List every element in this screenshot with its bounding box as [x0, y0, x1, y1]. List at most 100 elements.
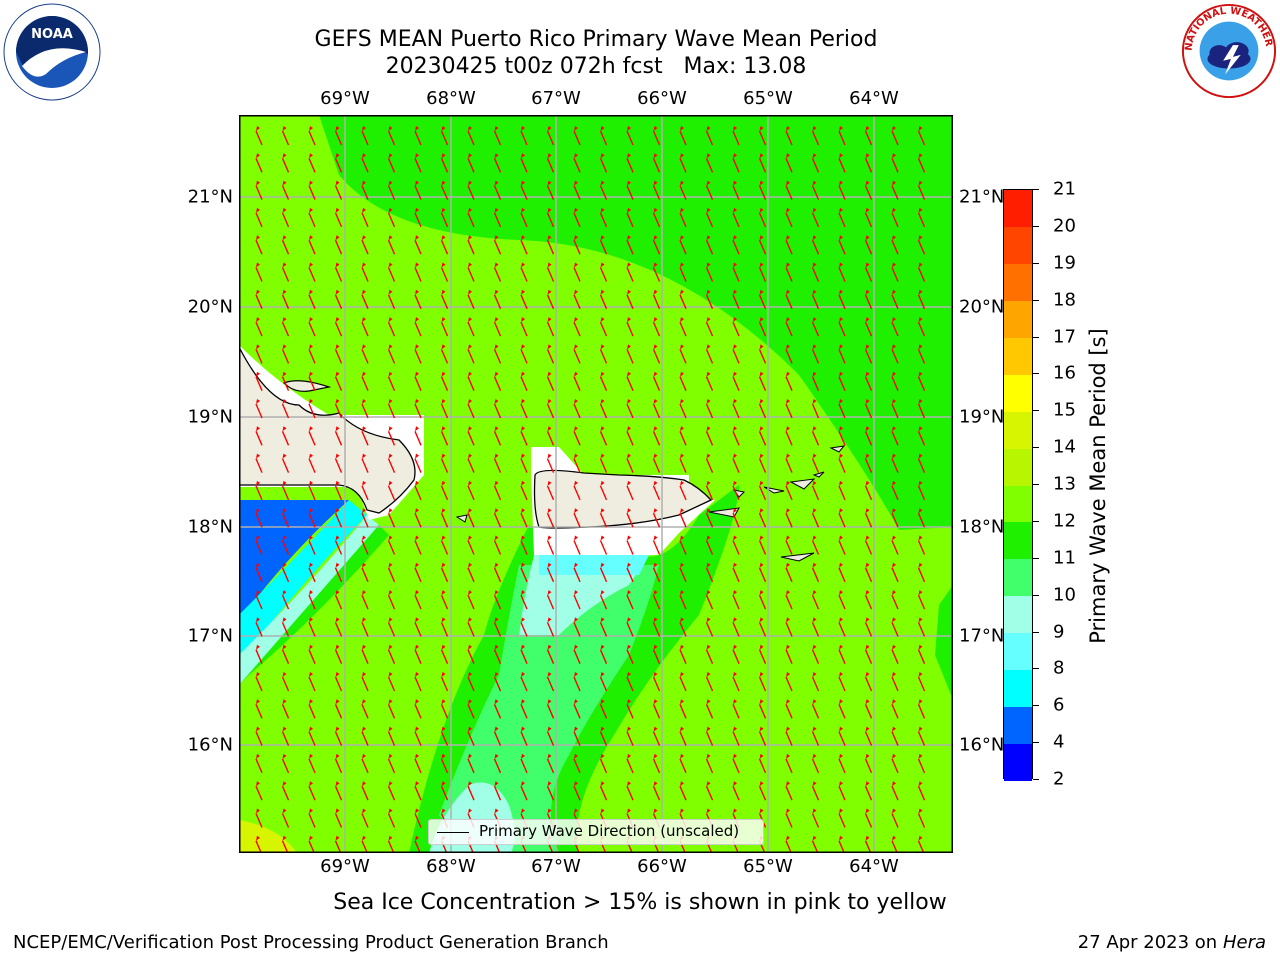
- direction-arrow: [493, 508, 502, 528]
- direction-arrow: [440, 699, 449, 719]
- direction-arrow: [679, 753, 687, 774]
- direction-arrow: [811, 781, 820, 801]
- direction-arrow: [546, 126, 555, 146]
- direction-arrow: [758, 672, 767, 692]
- direction-arrow: [864, 726, 873, 746]
- direction-arrow: [414, 535, 422, 555]
- direction-arrow: [864, 590, 873, 610]
- colorbar-segment: [1004, 595, 1032, 633]
- direction-arrow: [705, 781, 714, 801]
- direction-arrow: [387, 508, 396, 528]
- direction-arrow: [281, 781, 290, 801]
- direction-arrow: [732, 317, 740, 337]
- direction-arrow: [785, 262, 793, 282]
- direction-arrow: [440, 262, 449, 282]
- colorbar-tick: [1033, 594, 1039, 596]
- direction-arrow: [520, 371, 528, 391]
- direction-arrow: [917, 590, 926, 610]
- direction-arrow: [705, 262, 714, 282]
- direction-arrow: [281, 399, 290, 419]
- direction-arrow: [308, 317, 316, 337]
- direction-arrow: [864, 753, 873, 774]
- direction-arrow: [705, 289, 714, 310]
- direction-arrow: [864, 535, 873, 555]
- direction-arrow: [493, 235, 502, 255]
- direction-arrow: [652, 453, 661, 473]
- direction-arrow: [334, 153, 343, 173]
- direction-arrow: [440, 535, 449, 555]
- zone-4-6-west: [239, 500, 349, 615]
- direction-arrow: [838, 453, 846, 473]
- zone-9-10-west: [239, 515, 379, 685]
- direction-arrow: [838, 480, 846, 501]
- direction-arrow: [414, 808, 422, 828]
- direction-arrow: [308, 153, 316, 173]
- direction-arrow: [599, 590, 608, 610]
- direction-arrow: [520, 480, 528, 501]
- direction-arrow: [891, 781, 899, 801]
- direction-arrow: [626, 535, 634, 555]
- direction-arrow: [758, 126, 767, 146]
- direction-arrow: [811, 371, 820, 391]
- direction-arrow: [281, 262, 290, 282]
- direction-arrow: [546, 781, 555, 801]
- direction-arrow: [467, 590, 475, 610]
- direction-arrow: [361, 317, 369, 337]
- bottom-lon-label: 64°W: [849, 856, 899, 877]
- direction-arrow: [758, 262, 767, 282]
- direction-arrow: [599, 262, 608, 282]
- direction-arrow: [679, 644, 687, 664]
- direction-arrow: [334, 781, 343, 801]
- direction-arrow: [652, 508, 661, 528]
- left-lat-label: 18°N: [187, 516, 233, 538]
- direction-arrow: [414, 317, 422, 337]
- colorbar-segment: [1004, 669, 1032, 707]
- left-lat-label: 21°N: [187, 186, 233, 208]
- direction-arrow: [387, 480, 396, 501]
- direction-arrow: [281, 344, 290, 364]
- direction-arrow: [573, 699, 581, 719]
- direction-arrow: [387, 644, 396, 664]
- direction-arrow: [387, 453, 396, 473]
- direction-arrow: [573, 153, 581, 173]
- colorbar-tick-label: 2: [1053, 768, 1065, 790]
- colorbar-tick: [1033, 189, 1039, 190]
- direction-arrow: [520, 562, 528, 583]
- direction-arrow: [891, 726, 899, 746]
- direction-arrow: [811, 808, 820, 828]
- direction-arrow: [440, 371, 449, 391]
- direction-arrow: [732, 672, 740, 692]
- direction-arrow: [308, 180, 316, 200]
- direction-arrow: [334, 180, 343, 200]
- noaa-logo: NOAA: [3, 3, 101, 101]
- direction-arrow: [811, 562, 820, 583]
- direction-arrow: [467, 672, 475, 692]
- direction-arrow: [281, 808, 290, 828]
- direction-arrow: [281, 753, 290, 774]
- direction-arrow: [811, 399, 820, 419]
- direction-arrow: [917, 371, 926, 391]
- direction-arrow: [520, 180, 528, 200]
- direction-arrow: [599, 317, 608, 337]
- direction-arrow: [255, 808, 263, 828]
- direction-arrow: [626, 153, 634, 173]
- direction-arrow: [361, 753, 369, 774]
- direction-arrow: [811, 317, 820, 337]
- direction-arrow: [917, 753, 926, 774]
- direction-arrow: [573, 180, 581, 200]
- direction-arrow: [599, 453, 608, 473]
- direction-arrow: [493, 753, 502, 774]
- colorbar-tick: [1033, 631, 1039, 633]
- colorbar-segment: [1004, 632, 1032, 670]
- direction-arrow: [520, 262, 528, 282]
- direction-arrow: [864, 399, 873, 419]
- direction-arrow: [387, 753, 396, 774]
- direction-arrow: [599, 753, 608, 774]
- direction-arrow: [705, 480, 714, 501]
- direction-arrow: [891, 672, 899, 692]
- direction-arrow: [467, 207, 475, 228]
- direction-arrow: [414, 508, 422, 528]
- direction-arrow: [361, 672, 369, 692]
- direction-arrow: [838, 781, 846, 801]
- direction-arrow: [785, 399, 793, 419]
